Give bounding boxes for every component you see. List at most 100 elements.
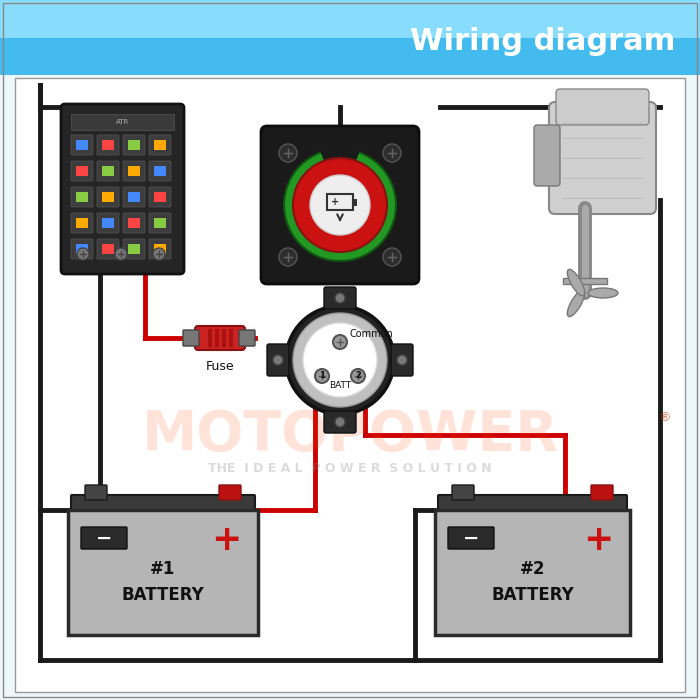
Circle shape [284,149,396,261]
Bar [353,199,357,206]
FancyBboxPatch shape [97,135,119,155]
Ellipse shape [567,270,584,296]
Circle shape [286,306,394,414]
FancyBboxPatch shape [556,89,649,125]
Bar [563,278,607,284]
Circle shape [153,248,165,260]
Bar [128,244,140,254]
FancyBboxPatch shape [71,239,93,259]
Text: BATT: BATT [329,381,351,389]
FancyBboxPatch shape [97,213,119,233]
FancyBboxPatch shape [71,161,93,181]
Bar [154,244,166,254]
FancyBboxPatch shape [267,344,289,376]
Bar [215,329,219,347]
Bar [68,510,258,635]
FancyBboxPatch shape [239,330,255,346]
Text: Fuse: Fuse [206,360,234,373]
Circle shape [333,335,347,349]
Text: −: − [96,528,112,547]
Bar [102,166,114,176]
Text: #2
BATTERY: #2 BATTERY [491,561,574,603]
FancyBboxPatch shape [85,485,107,500]
FancyBboxPatch shape [219,485,241,500]
Circle shape [293,158,387,252]
Text: 2: 2 [355,372,361,381]
Circle shape [279,144,297,162]
FancyBboxPatch shape [123,213,145,233]
Text: −: − [463,528,480,547]
Text: +: + [331,197,339,207]
Circle shape [273,355,283,365]
FancyBboxPatch shape [149,239,171,259]
FancyBboxPatch shape [61,104,184,274]
FancyBboxPatch shape [324,411,356,433]
FancyBboxPatch shape [149,213,171,233]
Bar [229,329,233,347]
Bar [128,140,140,150]
FancyBboxPatch shape [97,187,119,207]
Bar [76,244,88,254]
FancyBboxPatch shape [534,125,560,186]
Circle shape [315,369,329,383]
Text: +: + [583,523,613,557]
FancyBboxPatch shape [549,102,656,214]
Circle shape [383,144,401,162]
Bar [208,329,212,347]
Text: Common: Common [350,329,393,339]
Bar [154,192,166,202]
Bar [0,0,700,38]
Circle shape [351,369,365,383]
Circle shape [397,355,407,365]
Bar [128,218,140,228]
FancyBboxPatch shape [183,330,199,346]
Ellipse shape [567,290,584,316]
Text: #1
BATTERY: #1 BATTERY [122,561,204,603]
Circle shape [115,248,127,260]
Circle shape [293,313,387,407]
Circle shape [335,293,345,303]
FancyBboxPatch shape [97,161,119,181]
Bar [76,192,88,202]
Bar [76,218,88,228]
FancyBboxPatch shape [149,187,171,207]
Bar [128,166,140,176]
FancyBboxPatch shape [123,135,145,155]
Bar [76,166,88,176]
Bar [154,140,166,150]
Circle shape [383,248,401,266]
Bar [102,244,114,254]
FancyBboxPatch shape [438,495,627,515]
FancyBboxPatch shape [71,187,93,207]
Bar [102,140,114,150]
Text: +: + [211,523,241,557]
FancyBboxPatch shape [195,326,245,350]
FancyBboxPatch shape [97,239,119,259]
Circle shape [77,248,89,260]
Text: ®: ® [658,412,671,424]
FancyBboxPatch shape [149,135,171,155]
FancyBboxPatch shape [71,213,93,233]
Bar [0,0,700,75]
FancyBboxPatch shape [324,287,356,309]
FancyBboxPatch shape [448,527,494,549]
Bar [102,192,114,202]
Text: THE  I D E A L  P O W E R  S O L U T I O N: THE I D E A L P O W E R S O L U T I O N [208,461,492,475]
FancyBboxPatch shape [123,239,145,259]
Bar [435,510,630,635]
Circle shape [310,175,370,235]
Text: MOTOPOWER: MOTOPOWER [141,408,559,462]
Ellipse shape [588,288,618,298]
Bar [102,218,114,228]
Wedge shape [320,147,360,205]
Bar [327,194,353,210]
FancyBboxPatch shape [123,187,145,207]
Bar [154,166,166,176]
FancyBboxPatch shape [261,126,419,284]
FancyBboxPatch shape [81,527,127,549]
FancyBboxPatch shape [391,344,413,376]
Text: Wiring diagram: Wiring diagram [410,27,675,57]
Circle shape [303,323,377,397]
Bar [154,218,166,228]
FancyBboxPatch shape [71,135,93,155]
